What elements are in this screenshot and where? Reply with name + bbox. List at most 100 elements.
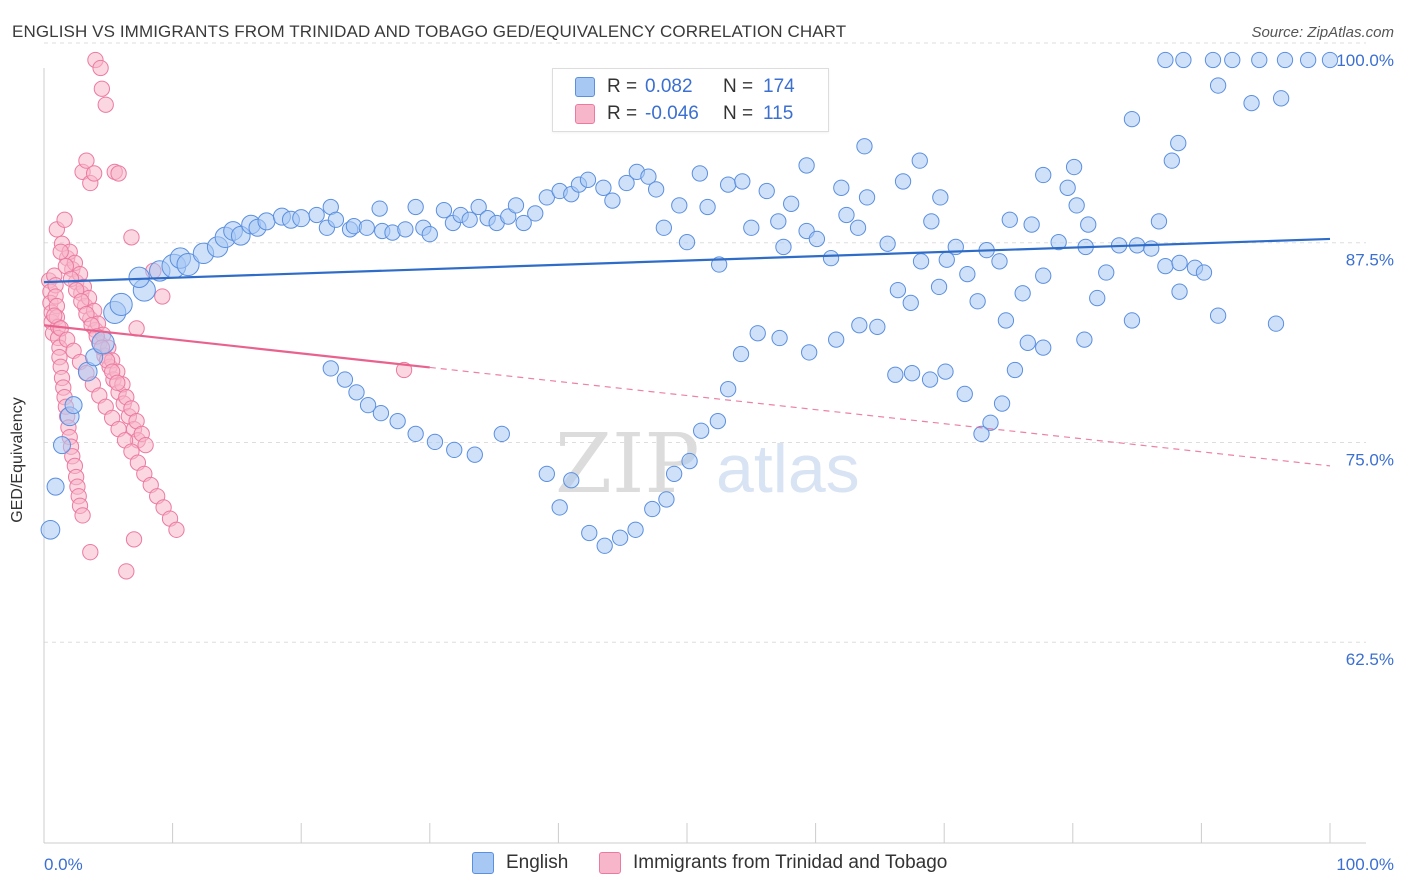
english-point [359,396,377,414]
trinidad-point [118,563,135,580]
english-point [902,294,919,312]
trinidad-point [97,96,114,113]
chart-title: ENGLISH VS IMMIGRANTS FROM TRINIDAD AND … [12,22,847,41]
english-point [581,524,598,542]
english-point [627,521,644,538]
english-point [1068,197,1085,214]
english-point [493,425,510,443]
english-point [1276,51,1294,69]
english-point [982,414,999,431]
english-point [771,329,788,347]
trinidad-point [56,211,73,228]
legend-item-trinidad[interactable]: Immigrants from Trinidad and Tobago [599,852,947,874]
source-label: Source: ZipAtlas.com [1251,24,1394,41]
english-point [1243,94,1260,112]
english-point [887,366,904,383]
english-point [461,211,478,228]
english-point [644,500,661,518]
english-point [1157,51,1174,69]
english-point [678,234,696,251]
english-point [1059,179,1076,196]
y-axis-label: GED/Equivalency [9,397,26,523]
english-point [932,189,949,206]
english-point [1224,51,1241,69]
english-point [956,385,973,403]
english-point [1080,216,1097,233]
english-point [446,441,463,459]
english-point [828,331,845,348]
english-point [563,472,580,489]
trinidad-legend-swatch [599,852,621,874]
english-point [348,384,365,401]
x-tick-label: 100.0% [1336,855,1394,874]
trinidad-point [168,521,185,538]
english-point [973,425,990,443]
english-point [671,197,688,214]
english-point [470,198,487,216]
english-point [1163,152,1180,169]
legend-label-trinidad: Immigrants from Trinidad and Tobago [633,852,948,873]
y-tick-label: 62.5% [1346,650,1394,669]
tick-labels: 62.5% 75.0% 87.5% 100.0% 0.0% 100.0% [44,51,1394,874]
english-point [421,226,438,243]
english-trend-line [43,237,1331,284]
english-point [758,182,775,200]
english-point [801,344,818,361]
english-point [912,253,930,270]
english-point [798,157,815,174]
english-point [322,360,339,377]
english-point [128,266,150,289]
english-point [397,221,414,238]
english-point [681,452,698,470]
watermark-atlas: atlas [716,431,860,507]
english-point [997,312,1015,329]
english-point [327,211,345,228]
english-point [959,265,976,283]
english-point [1076,331,1093,348]
english-point [407,198,424,216]
n-value: 174 [763,76,795,97]
english-point [1157,257,1174,275]
english-point [1123,312,1141,329]
english-point [937,363,954,380]
series-legend: English Immigrants from Trinidad and Tob… [0,852,1406,878]
english-point [1035,339,1052,356]
english-point [1001,211,1018,228]
y-tick-label: 87.5% [1346,251,1394,270]
english-point [500,208,517,225]
english-point [604,192,621,209]
english-point [692,422,710,439]
english-point [176,252,200,277]
english-point [308,206,325,224]
legend-item-english[interactable]: English [472,852,568,874]
trinidad-point [110,165,127,182]
english-point [921,371,939,388]
english-point [372,404,390,422]
english-point [1204,51,1222,69]
r-value: 0.082 [645,76,693,97]
english-point [1195,264,1213,281]
n-label: N = [723,103,754,124]
english-point [647,181,665,198]
english-point [969,293,986,310]
english-point [91,331,115,355]
english-point [1050,234,1067,251]
english-point [515,214,532,232]
english-point [856,138,873,155]
trinidad-point [74,507,91,524]
x-tick-label: 0.0% [44,855,83,874]
english-point [1299,51,1317,69]
english-point [389,412,406,430]
trinidad-point [123,229,140,246]
english-point [292,209,311,228]
english-point [930,278,948,296]
english-point [595,179,612,196]
english-point [720,176,737,193]
english-point [1267,315,1285,332]
english-point [1209,307,1227,324]
english-point [1321,51,1339,69]
english-point [426,433,444,451]
english-point [46,477,65,496]
n-value: 115 [763,103,794,124]
english-point [1175,51,1192,69]
